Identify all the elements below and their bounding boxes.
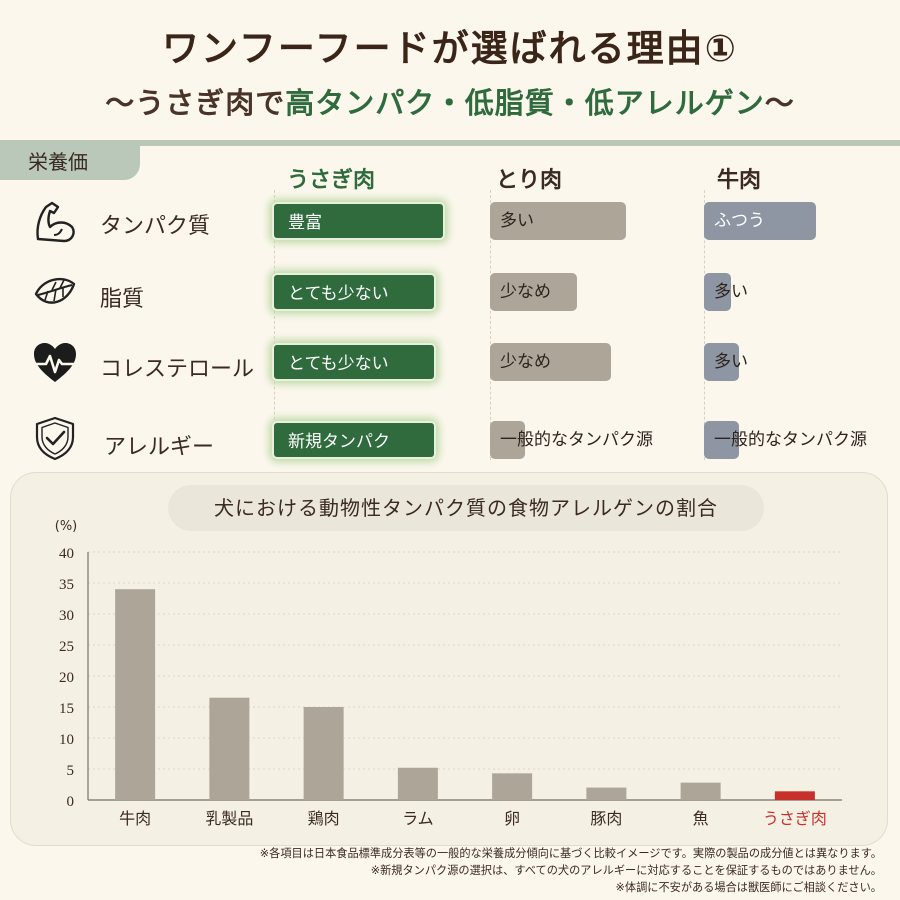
- row-label-protein: タンパク質: [100, 214, 211, 239]
- row-label-cholesterol: コレステロール: [100, 357, 255, 382]
- chart-panel: [10, 472, 888, 846]
- bar: [680, 782, 721, 800]
- chart-title: 犬における動物性タンパク質の食物アレルゲンの割合: [168, 485, 764, 531]
- rabbit-protein-bar: 豊富: [272, 202, 445, 240]
- bar: [492, 773, 533, 800]
- subtitle-highlight: 高タンパク・低脂質・低アレルゲン: [285, 86, 765, 120]
- rabbit-allergy-bar: 新規タンパク: [272, 421, 436, 459]
- rabbit-fat-bar: とても少ない: [272, 273, 436, 311]
- bar: [397, 767, 438, 800]
- section-band: [0, 140, 900, 146]
- beef-fat-bar: 多い: [704, 273, 748, 311]
- y-tick-label: 0: [67, 794, 75, 810]
- subtitle-prefix: 〜うさぎ肉で: [105, 86, 286, 120]
- shield-check-icon: [35, 416, 75, 461]
- y-tick-label: 35: [59, 577, 74, 593]
- bar: [115, 589, 156, 800]
- muscle-arm-icon: [36, 201, 75, 243]
- y-tick-label: 40: [59, 546, 74, 562]
- bar: [303, 707, 344, 800]
- page-title: ワンフーフードが選ばれる理由①: [162, 27, 738, 70]
- y-tick-label: 30: [59, 608, 74, 624]
- section-tab: 栄養価: [0, 140, 140, 180]
- leaf-icon: [34, 277, 76, 304]
- page-subtitle: 〜うさぎ肉で高タンパク・低脂質・低アレルゲン〜: [0, 80, 900, 122]
- chicken-fat-bar: 少なめ: [490, 273, 577, 311]
- heart-pulse-icon: [34, 343, 76, 382]
- column-divider: [274, 190, 275, 460]
- y-tick-label: 20: [59, 670, 74, 686]
- column-divider: [704, 190, 705, 460]
- beef-protein-bar: ふつう: [704, 202, 816, 240]
- section-label: 栄養価: [28, 150, 88, 174]
- column-header-rabbit: うさぎ肉: [287, 168, 376, 193]
- footnote: ※新規タンパク源の選択は、すべての犬のアレルギーに対応することを保証するものでは…: [370, 863, 882, 877]
- column-divider: [490, 190, 491, 460]
- footnote: ※各項目は日本食品標準成分表等の一般的な栄養成分傾向に基づく比較イメージです。実…: [259, 847, 882, 860]
- subtitle-suffix: 〜: [764, 86, 795, 120]
- column-header-beef: 牛肉: [717, 168, 762, 193]
- bar: [209, 697, 250, 800]
- chicken-protein-bar: 多い: [490, 202, 626, 240]
- chicken-cholesterol-bar: 少なめ: [490, 343, 611, 381]
- y-tick-label: 5: [67, 763, 75, 779]
- x-tick-label: 鶏肉: [308, 810, 340, 828]
- x-tick-label: 卵: [504, 810, 520, 828]
- x-tick-label: ラム: [402, 811, 434, 828]
- y-tick-label: 15: [59, 701, 74, 717]
- x-tick-label: 乳製品: [205, 810, 253, 828]
- y-axis-label: (%): [55, 519, 78, 534]
- row-label-allergy: アレルギー: [104, 435, 215, 460]
- row-label-fat: 脂質: [100, 287, 145, 312]
- y-tick-label: 10: [59, 732, 74, 748]
- x-tick-label: 牛肉: [119, 810, 151, 828]
- x-tick-label: うさぎ肉: [763, 810, 827, 828]
- column-header-chicken: とり肉: [496, 168, 563, 193]
- x-tick-label: 豚肉: [590, 810, 622, 828]
- footnotes: ※各項目は日本食品標準成分表等の一般的な栄養成分傾向に基づく比較イメージです。実…: [260, 846, 882, 896]
- footnote: ※体調に不安がある場合は獣医師にご相談ください。: [615, 880, 882, 894]
- x-tick-label: 魚: [693, 810, 709, 828]
- bar: [586, 787, 627, 800]
- beef-cholesterol-bar: 多い: [704, 343, 748, 381]
- rabbit-cholesterol-bar: とても少ない: [272, 343, 436, 381]
- y-tick-label: 25: [59, 639, 74, 655]
- bar: [774, 791, 815, 800]
